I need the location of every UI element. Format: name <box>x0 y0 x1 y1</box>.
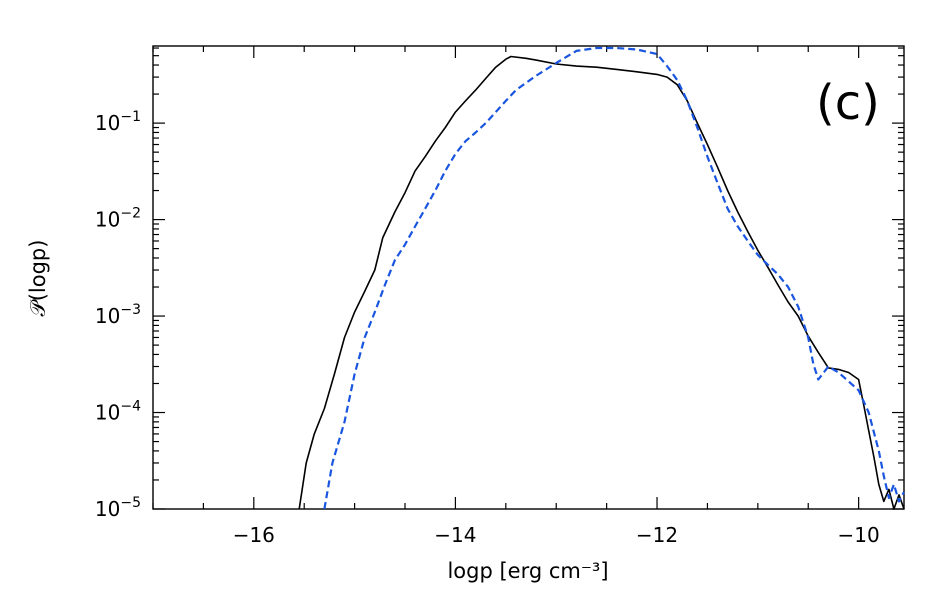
series-solid-line <box>298 55 905 510</box>
series-layer <box>298 46 905 510</box>
plot-frame <box>152 45 905 510</box>
x-tick-label: −14 <box>434 523 476 547</box>
x-tick-label: −16 <box>233 523 275 547</box>
y-tick-label: 10−4 <box>95 399 141 425</box>
x-tick-label: −10 <box>838 523 880 547</box>
y-tick-label: 10−5 <box>95 495 141 521</box>
x-axis: −16 −14 −12 −10 <box>152 46 880 547</box>
y-axis-label: 𝒫(logp) <box>26 240 50 317</box>
x-tick-label: −12 <box>636 523 678 547</box>
y-axis: 10−5 10−4 10−3 10−2 10−1 <box>95 47 904 521</box>
y-tick-label: 10−1 <box>95 109 141 135</box>
y-tick-label: 10−2 <box>95 206 141 232</box>
series-dashed-line <box>323 46 905 510</box>
y-tick-label: 10−3 <box>95 302 141 328</box>
panel-label: (c) <box>816 75 880 131</box>
x-axis-label: logp [erg cm⁻³] <box>447 559 608 583</box>
